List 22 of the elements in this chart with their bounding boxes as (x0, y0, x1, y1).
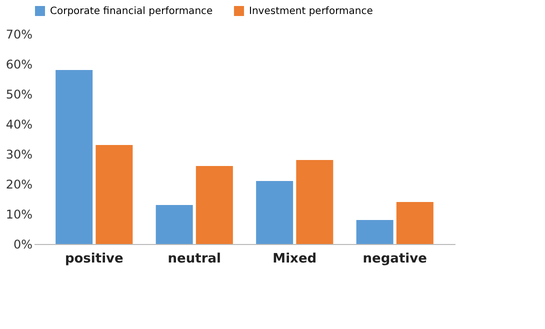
y-tick-label: 60% (6, 58, 32, 72)
y-tick-label: 40% (6, 118, 32, 132)
bar (56, 70, 93, 244)
bar (196, 166, 233, 244)
y-tick-label: 20% (6, 178, 32, 192)
x-tick-label: Mixed (272, 252, 317, 266)
x-tick-label: positive (64, 252, 124, 266)
y-tick-label: 0% (13, 238, 32, 252)
bar (256, 181, 294, 244)
bar (356, 220, 394, 244)
y-tick-label: 30% (6, 148, 32, 162)
x-tick-label: neutral (168, 252, 221, 266)
x-tick-label: negative (362, 252, 428, 266)
y-tick-label: 70% (6, 28, 32, 42)
bar (96, 145, 133, 244)
legend-label: Investment performance (249, 6, 373, 17)
legend-label: Corporate financial performance (50, 6, 213, 17)
bar (396, 202, 434, 244)
y-tick-label: 10% (6, 208, 32, 222)
bar (296, 160, 334, 244)
bar (156, 205, 193, 244)
y-tick-label: 50% (6, 88, 32, 102)
